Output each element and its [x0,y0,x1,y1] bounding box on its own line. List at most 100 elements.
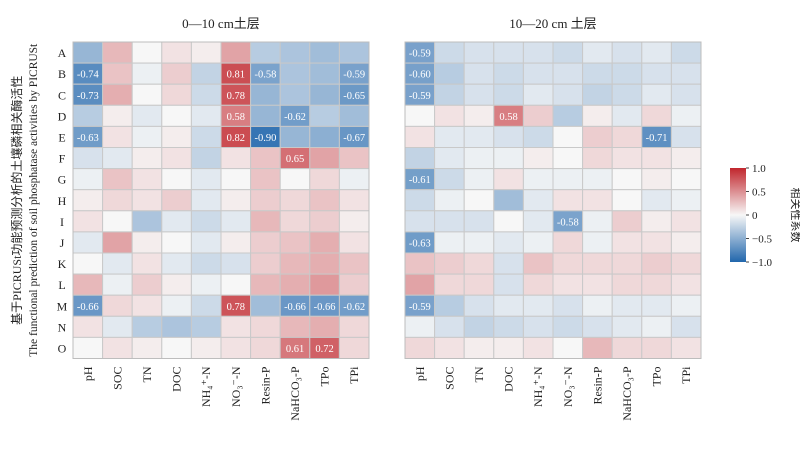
heatmap-cell-p0-r10-c2 [131,252,163,275]
heatmap-cell-p0-r4-c2 [131,125,163,149]
legend-colorbar [730,168,746,262]
heatmap-cell-p0-r13-c5 [220,315,252,338]
heatmap-cell-p1-r4-c5 [552,125,584,149]
heatmap-cell-p1-r9-c1 [434,231,465,254]
heatmap-cell-p1-r14-c8 [641,336,672,359]
row-label-14: O [58,341,67,355]
x-tick-label-p0-7: NaHCO₃-P [288,366,302,421]
heatmap-cell-p0-r7-c0 [72,189,104,212]
heatmap-cell-p0-r10-c7 [279,252,311,275]
cell-label-p1-r0-c0: -0.59 [409,49,431,60]
heatmap-cell-p1-r5-c4 [522,147,554,170]
heatmap-cell-p0-r8-c7 [279,210,311,233]
heatmap-cell-p0-r0-c4 [190,41,222,64]
heatmap-cell-p1-r10-c7 [611,252,643,275]
heatmap-cell-p0-r9-c7 [279,231,311,254]
heatmap-cell-p0-r5-c9 [338,147,370,170]
heatmap-cell-p0-r7-c7 [279,189,311,212]
cell-label-p1-r6-c0: -0.61 [409,175,431,186]
heatmap-cell-p1-r1-c9 [670,62,702,85]
heatmap-cell-p1-r13-c9 [670,315,702,338]
heatmap-cell-p0-r0-c3 [161,41,192,64]
heatmap-cell-p0-r7-c5 [220,189,252,212]
heatmap-cell-p1-r4-c2 [463,125,495,149]
x-tick-label-p0-3: DOC [170,367,184,392]
row-label-2: C [58,88,66,102]
cell-label-p0-r14-c7: 0.61 [286,344,304,355]
heatmap-cell-p1-r4-c6 [582,125,613,149]
heatmap-cell-p0-r7-c4 [190,189,222,212]
row-label-6: G [58,173,67,187]
heatmap-cell-p1-r5-c5 [552,147,584,170]
heatmap-cell-p1-r10-c1 [434,252,465,275]
heatmap-cell-p1-r3-c1 [434,104,465,127]
cell-label-p0-r12-c7: -0.66 [284,302,306,313]
heatmap-cell-p0-r3-c0 [72,104,104,127]
heatmap-cell-p0-r14-c4 [190,336,222,359]
heatmap-cell-p0-r14-c3 [161,336,192,359]
heatmap-cell-p0-r13-c3 [161,315,192,338]
heatmap-cell-p1-r12-c4 [522,294,554,317]
heatmap-cell-p0-r7-c6 [250,189,281,212]
heatmap-cell-p0-r7-c1 [102,189,133,212]
heatmap-cell-p1-r13-c7 [611,315,643,338]
heatmap-cell-p1-r6-c5 [552,168,584,191]
heatmap-cell-p0-r6-c3 [161,168,192,191]
heatmap-cell-p1-r8-c2 [463,210,495,233]
legend-tick-label-3: −0.5 [752,234,772,246]
heatmap-cell-p1-r3-c4 [522,104,554,127]
heatmap-cell-p1-r2-c1 [434,83,465,106]
heatmap-cell-p1-r12-c9 [670,294,702,317]
cell-label-p0-r4-c6: -0.90 [254,133,276,144]
heatmap-cell-p1-r0-c4 [522,41,554,64]
legend-tick-label-1: 0.5 [752,187,766,199]
heatmap-cell-p1-r2-c4 [522,83,554,106]
heatmap-cell-p0-r12-c1 [102,294,133,317]
heatmap-cell-p1-r7-c7 [611,189,643,212]
x-tick-label-p1-1: SOC [442,367,456,390]
heatmap-cell-p1-r11-c3 [493,273,524,296]
cell-label-p0-r4-c0: -0.63 [77,133,99,144]
heatmap-cell-p1-r1-c8 [641,62,672,85]
heatmap-cell-p1-r0-c7 [611,41,643,64]
heatmap-cell-p0-r9-c5 [220,231,252,254]
x-tick-label-p0-6: Resin-P [258,366,272,404]
heatmap-cell-p1-r6-c1 [434,168,465,191]
cell-label-p0-r14-c8: 0.72 [315,344,333,355]
heatmap-cell-p1-r8-c0 [404,210,436,233]
x-tick-label-p0-9: TPi [347,366,361,384]
heatmap-cell-p0-r6-c2 [131,168,163,191]
heatmap-cell-p1-r13-c4 [522,315,554,338]
cell-label-p1-r4-c8: -0.71 [646,133,668,144]
cell-label-p0-r3-c7: -0.62 [284,112,306,123]
heatmap-cell-p1-r1-c2 [463,62,495,85]
heatmap-cell-p1-r7-c5 [552,189,584,212]
heatmap-cell-p1-r13-c6 [582,315,613,338]
legend-tick-label-4: −1.0 [752,257,772,269]
y-axis-label-line-1: 基于PICRUSt功能预测分析的土壤磷相关酶活性 [9,76,24,325]
heatmap-cell-p0-r2-c1 [102,83,133,106]
heatmap-cell-p1-r7-c0 [404,189,436,212]
heatmap-cell-p1-r13-c3 [493,315,524,338]
heatmap-cell-p1-r5-c1 [434,147,465,170]
heatmap-cell-p1-r6-c8 [641,168,672,191]
heatmap-cell-p0-r0-c7 [279,41,311,64]
heatmap-cell-p1-r7-c1 [434,189,465,212]
cell-label-p0-r12-c8: -0.66 [314,302,336,313]
heatmap-cell-p0-r11-c4 [190,273,222,296]
heatmap-cell-p1-r7-c8 [641,189,672,212]
legend-tick-label-0: 1.0 [752,163,766,175]
heatmap-cell-p0-r10-c9 [338,252,370,275]
heatmap-cell-p1-r14-c3 [493,336,524,359]
x-tick-label-p0-1: SOC [110,367,124,390]
row-label-13: N [58,320,67,334]
heatmap-cell-p0-r2-c4 [190,83,222,106]
heatmap-cell-p0-r12-c4 [190,294,222,317]
heatmap-cell-p0-r1-c4 [190,62,222,85]
heatmap-cell-p1-r2-c5 [552,83,584,106]
heatmap-cell-p1-r4-c4 [522,125,554,149]
heatmap-cell-p0-r4-c8 [309,125,340,149]
heatmap-cell-p0-r3-c4 [190,104,222,127]
heatmap-cell-p0-r6-c4 [190,168,222,191]
cell-label-p1-r3-c3: 0.58 [499,112,517,123]
